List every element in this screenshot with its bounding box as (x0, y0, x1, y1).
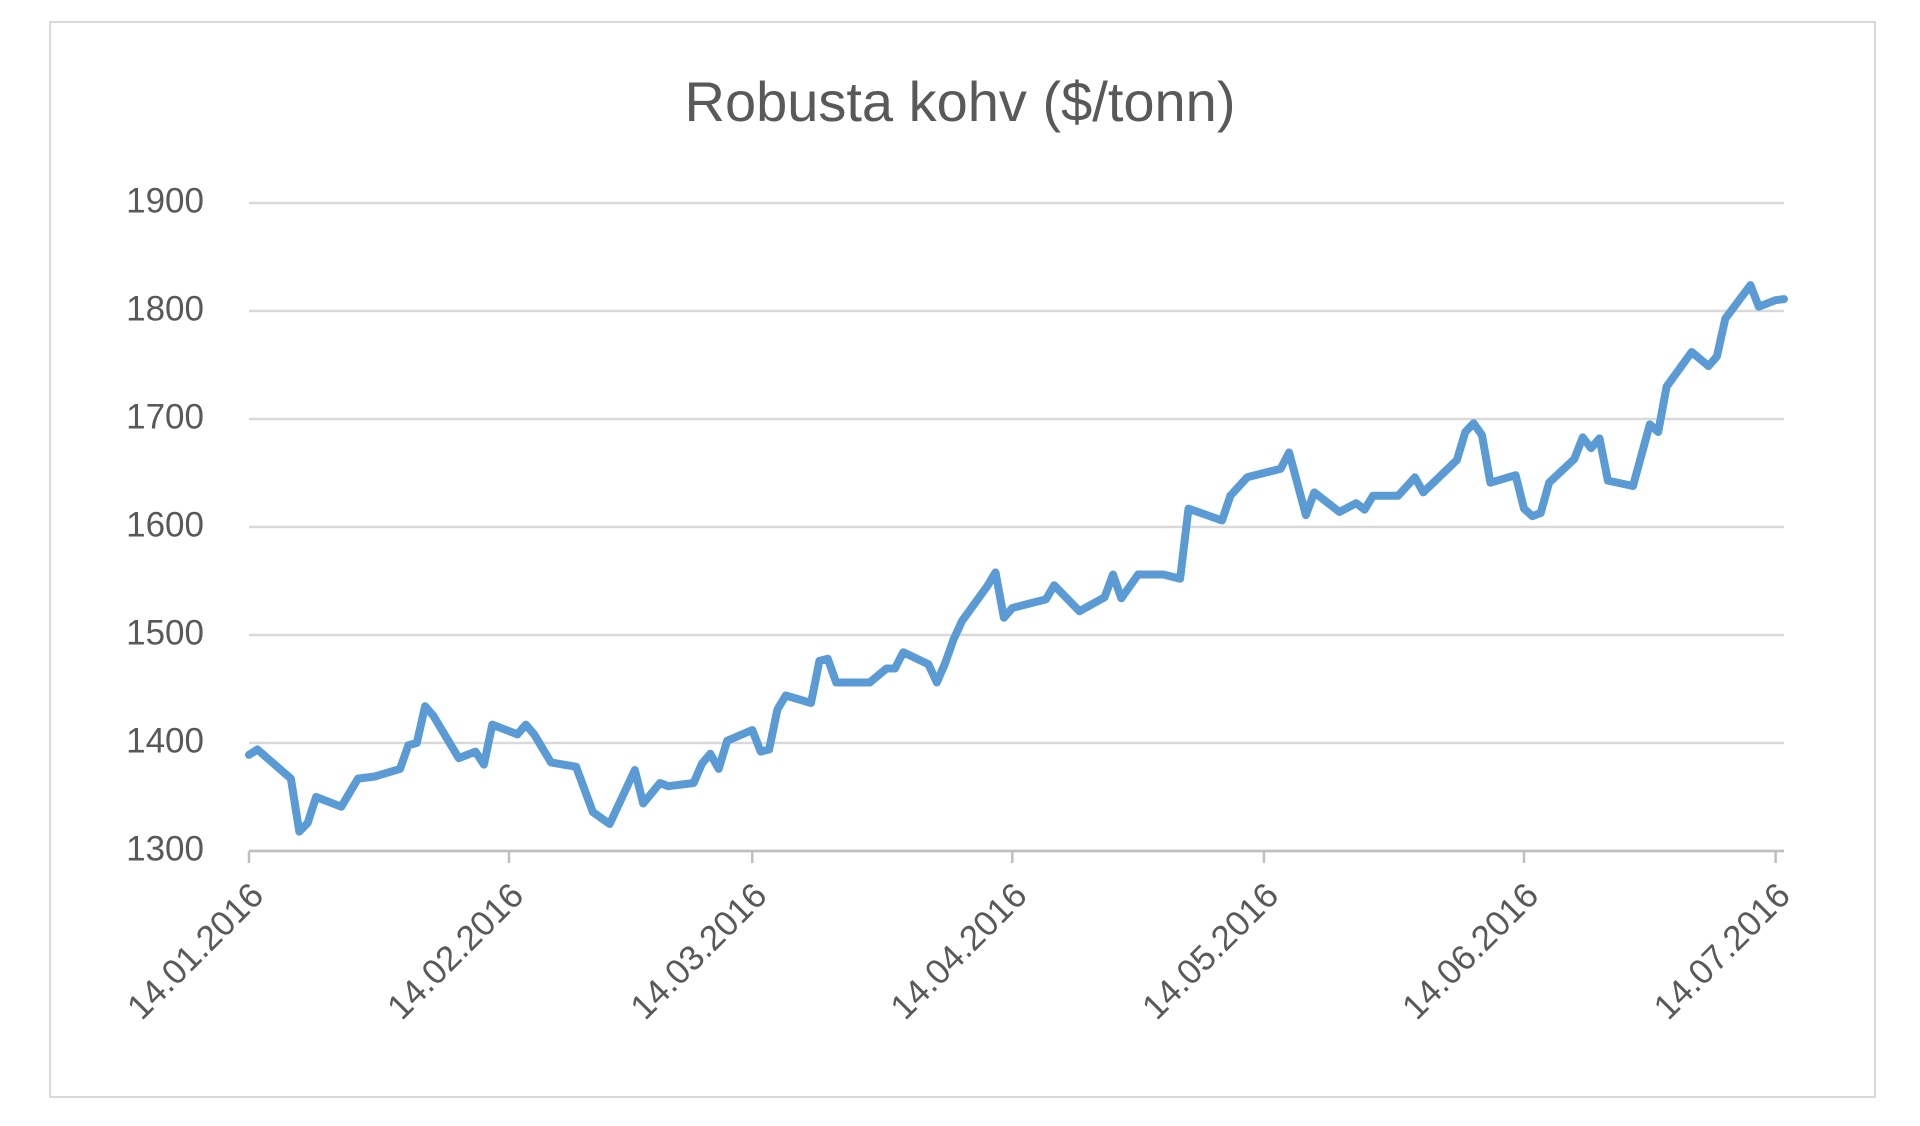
y-tick-label: 1700 (126, 397, 204, 436)
y-tick-label: 1600 (126, 505, 204, 544)
y-tick-label: 1400 (126, 721, 204, 760)
chart-frame (49, 21, 1876, 1098)
data-line (245, 281, 1788, 836)
y-tick-label: 1800 (126, 289, 204, 328)
y-tick-label: 1300 (126, 829, 204, 868)
chart-title: Robusta kohv ($/tonn) (685, 70, 1236, 133)
y-tick-label: 1500 (126, 613, 204, 652)
y-tick-label: 1900 (126, 181, 204, 220)
